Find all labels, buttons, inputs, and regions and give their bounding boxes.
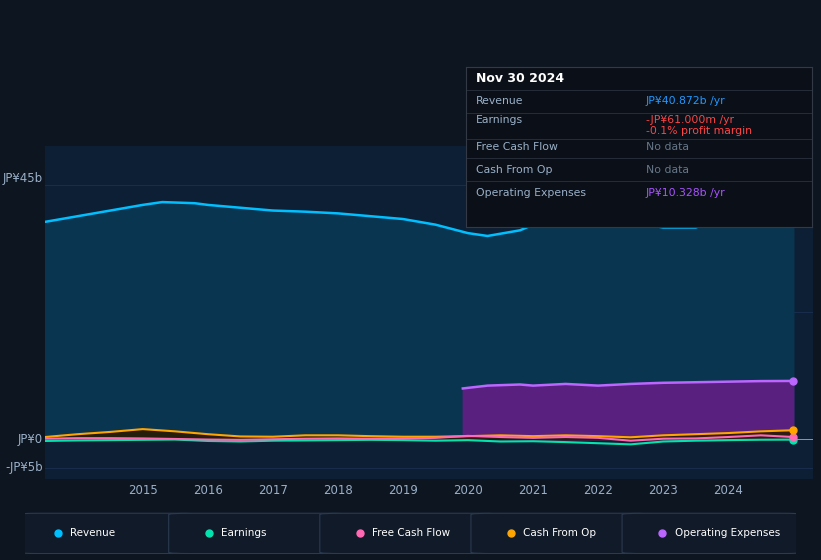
Text: Cash From Op: Cash From Op bbox=[524, 529, 596, 538]
Text: Free Cash Flow: Free Cash Flow bbox=[372, 529, 451, 538]
Text: -0.1% profit margin: -0.1% profit margin bbox=[645, 126, 752, 136]
FancyBboxPatch shape bbox=[168, 513, 350, 553]
FancyBboxPatch shape bbox=[17, 513, 199, 553]
Text: JP¥10.328b /yr: JP¥10.328b /yr bbox=[645, 188, 725, 198]
Text: Revenue: Revenue bbox=[70, 529, 115, 538]
Text: JP¥40.872b /yr: JP¥40.872b /yr bbox=[645, 96, 725, 106]
Text: -JP¥61.000m /yr: -JP¥61.000m /yr bbox=[645, 115, 734, 125]
Text: Cash From Op: Cash From Op bbox=[476, 165, 553, 175]
Text: Revenue: Revenue bbox=[476, 96, 524, 106]
Text: Operating Expenses: Operating Expenses bbox=[675, 529, 780, 538]
Text: -JP¥5b: -JP¥5b bbox=[5, 461, 43, 474]
Text: No data: No data bbox=[645, 142, 689, 152]
Text: Earnings: Earnings bbox=[476, 115, 523, 125]
Text: Operating Expenses: Operating Expenses bbox=[476, 188, 586, 198]
Text: Free Cash Flow: Free Cash Flow bbox=[476, 142, 557, 152]
Text: Earnings: Earnings bbox=[221, 529, 267, 538]
Text: JP¥45b: JP¥45b bbox=[2, 172, 43, 185]
FancyBboxPatch shape bbox=[471, 513, 653, 553]
FancyBboxPatch shape bbox=[320, 513, 501, 553]
Text: Nov 30 2024: Nov 30 2024 bbox=[476, 72, 564, 85]
Text: JP¥0: JP¥0 bbox=[18, 433, 43, 446]
Text: No data: No data bbox=[645, 165, 689, 175]
FancyBboxPatch shape bbox=[622, 513, 804, 553]
